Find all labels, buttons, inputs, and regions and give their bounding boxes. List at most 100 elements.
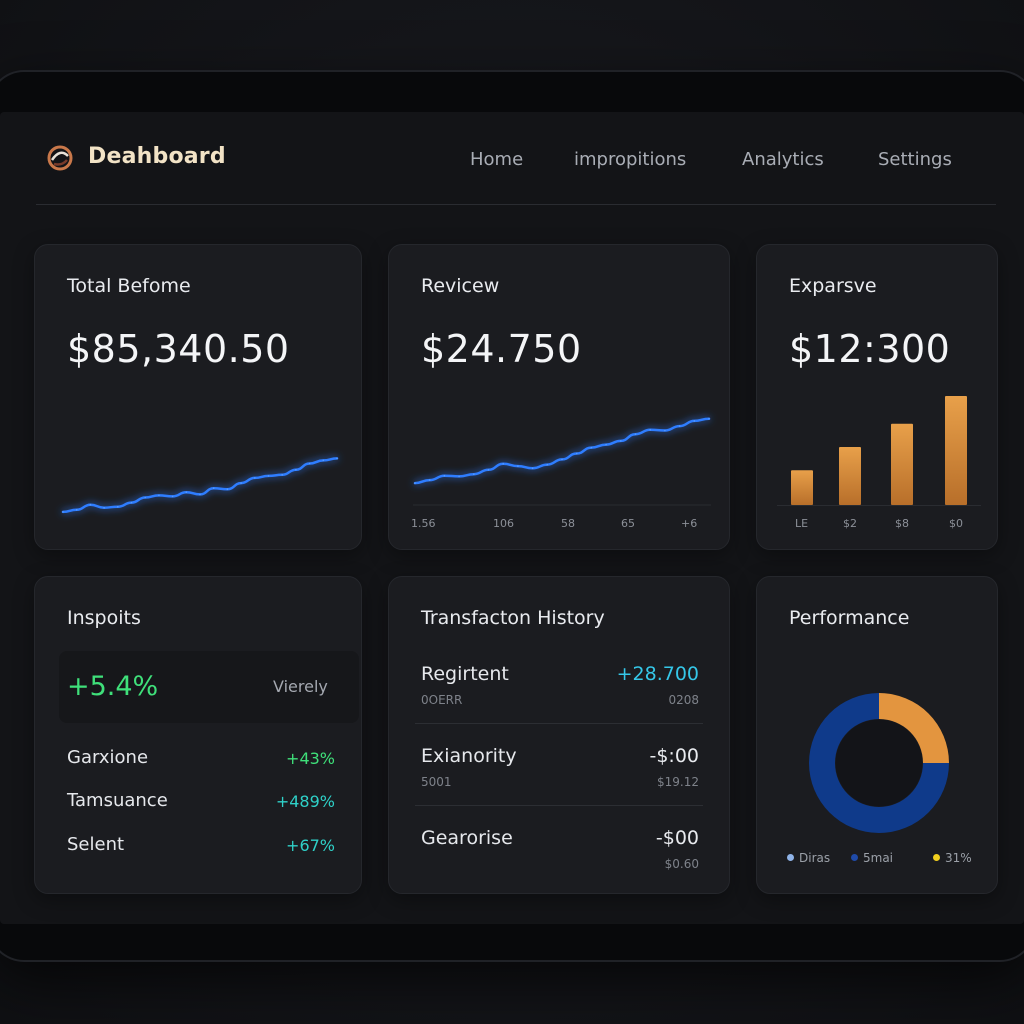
data-point [89, 503, 92, 506]
insight-item-value: +43% [286, 749, 335, 768]
insight-item-label: Selent [67, 834, 125, 855]
data-point [103, 506, 105, 509]
dashboard-screen: Deahboard Home impropitions Analytics Se… [0, 112, 1024, 924]
transaction-name[interactable]: Exianority [421, 745, 517, 767]
legend-item: Diras [787, 851, 830, 865]
data-point [158, 494, 160, 497]
total-value: $85,340.50 [67, 327, 290, 371]
data-point [620, 440, 622, 442]
nav-home[interactable]: Home [470, 149, 524, 170]
data-point [458, 475, 460, 478]
data-point [336, 457, 338, 460]
insight-item-label: Tamsuance [67, 790, 168, 811]
insight-highlight-tag: Vierely [273, 677, 328, 696]
data-point [267, 475, 270, 477]
data-point [649, 429, 651, 431]
card-title: Inspoits [67, 607, 141, 629]
performance-donut-chart [809, 693, 949, 833]
data-point [212, 487, 215, 489]
total-card[interactable]: Total Befome $85,340.50 [34, 244, 362, 550]
transaction-name[interactable]: Regirtent [421, 663, 509, 685]
nav-settings[interactable]: Settings [878, 149, 952, 170]
series-line [413, 417, 711, 485]
nav-impropitions[interactable]: impropitions [574, 149, 687, 170]
data-point [517, 465, 519, 467]
review-value: $24.750 [421, 327, 582, 371]
insight-highlight: +5.4% Vierely [59, 651, 359, 723]
data-point [634, 433, 637, 435]
nav-analytics[interactable]: Analytics [742, 149, 824, 170]
x-tick-label: 106 [493, 517, 514, 530]
insight-item-value: +67% [286, 836, 335, 855]
x-tick-label: 58 [561, 517, 575, 530]
review-card[interactable]: Revicew $24.750 1.56 106 58 65 +6 [388, 244, 730, 550]
donut-slice [809, 693, 949, 833]
bar [791, 470, 813, 505]
legend-item: 5mai [851, 851, 893, 865]
transaction-name[interactable]: Gearorise [421, 827, 513, 849]
total-line-chart [61, 457, 339, 514]
data-point [171, 495, 174, 498]
data-point [226, 488, 229, 490]
insights-card[interactable]: Inspoits +5.4% Vierely Garxione +43% Tam… [34, 576, 362, 894]
data-point [664, 429, 666, 432]
review-line-chart [413, 417, 711, 506]
data-point [144, 496, 146, 499]
data-point [62, 511, 64, 513]
data-point [487, 469, 490, 471]
data-point [130, 501, 133, 504]
x-tick-label: 65 [621, 517, 635, 530]
logo-icon [47, 145, 73, 171]
data-point [693, 420, 696, 422]
data-point [708, 417, 710, 420]
card-title: Transfacton History [421, 607, 605, 629]
data-point [605, 443, 607, 446]
data-point [590, 446, 593, 449]
legend-dot [851, 854, 858, 861]
insight-item-value: +489% [275, 792, 335, 811]
app-title: Deahboard [88, 144, 226, 169]
transactions-card[interactable]: Transfacton History Regirtent +28.700 0O… [388, 576, 730, 894]
series-line [61, 457, 339, 514]
legend-label: 31% [945, 851, 972, 865]
top-navigation-bar: Deahboard Home impropitions Analytics Se… [36, 112, 996, 205]
data-point [428, 479, 431, 481]
data-point [75, 509, 78, 511]
data-point [254, 477, 256, 479]
data-point [678, 425, 681, 427]
data-point [295, 468, 297, 471]
legend-label: 5mai [863, 851, 894, 865]
expense-card[interactable]: Exparsve $12:300 LE $2 $8 $0 [756, 244, 998, 550]
data-point [443, 474, 446, 477]
x-tick-label: 1.56 [411, 517, 436, 530]
divider [415, 805, 703, 806]
data-point [308, 462, 311, 465]
card-title: Revicew [421, 275, 500, 297]
divider [415, 723, 703, 724]
insight-highlight-value: +5.4% [67, 671, 159, 702]
data-point [240, 482, 242, 484]
data-point [531, 467, 534, 470]
performance-card[interactable]: Performance Diras 5mai 31% [756, 576, 998, 894]
expense-value: $12:300 [789, 327, 951, 371]
data-point [546, 463, 549, 466]
insight-item-label: Garxione [67, 747, 149, 768]
transaction-sub: 0OERR [421, 693, 463, 707]
bar [945, 396, 967, 505]
x-tick-label: +6 [681, 517, 698, 530]
transaction-sub-right: 0208 [668, 693, 699, 707]
donut-hole [835, 719, 923, 807]
data-point [322, 459, 325, 462]
data-point [185, 491, 188, 494]
expense-bar-chart [777, 396, 981, 506]
data-point [502, 463, 504, 465]
transaction-amount: +28.700 [616, 663, 699, 685]
transaction-amount: -$:00 [649, 745, 699, 767]
data-point [281, 474, 283, 476]
bar [839, 447, 861, 505]
card-title: Performance [789, 607, 910, 629]
data-point [199, 493, 201, 496]
transaction-amount: -$00 [655, 827, 699, 849]
transaction-sub-right: $0.60 [664, 857, 699, 871]
legend-dot [933, 854, 940, 861]
